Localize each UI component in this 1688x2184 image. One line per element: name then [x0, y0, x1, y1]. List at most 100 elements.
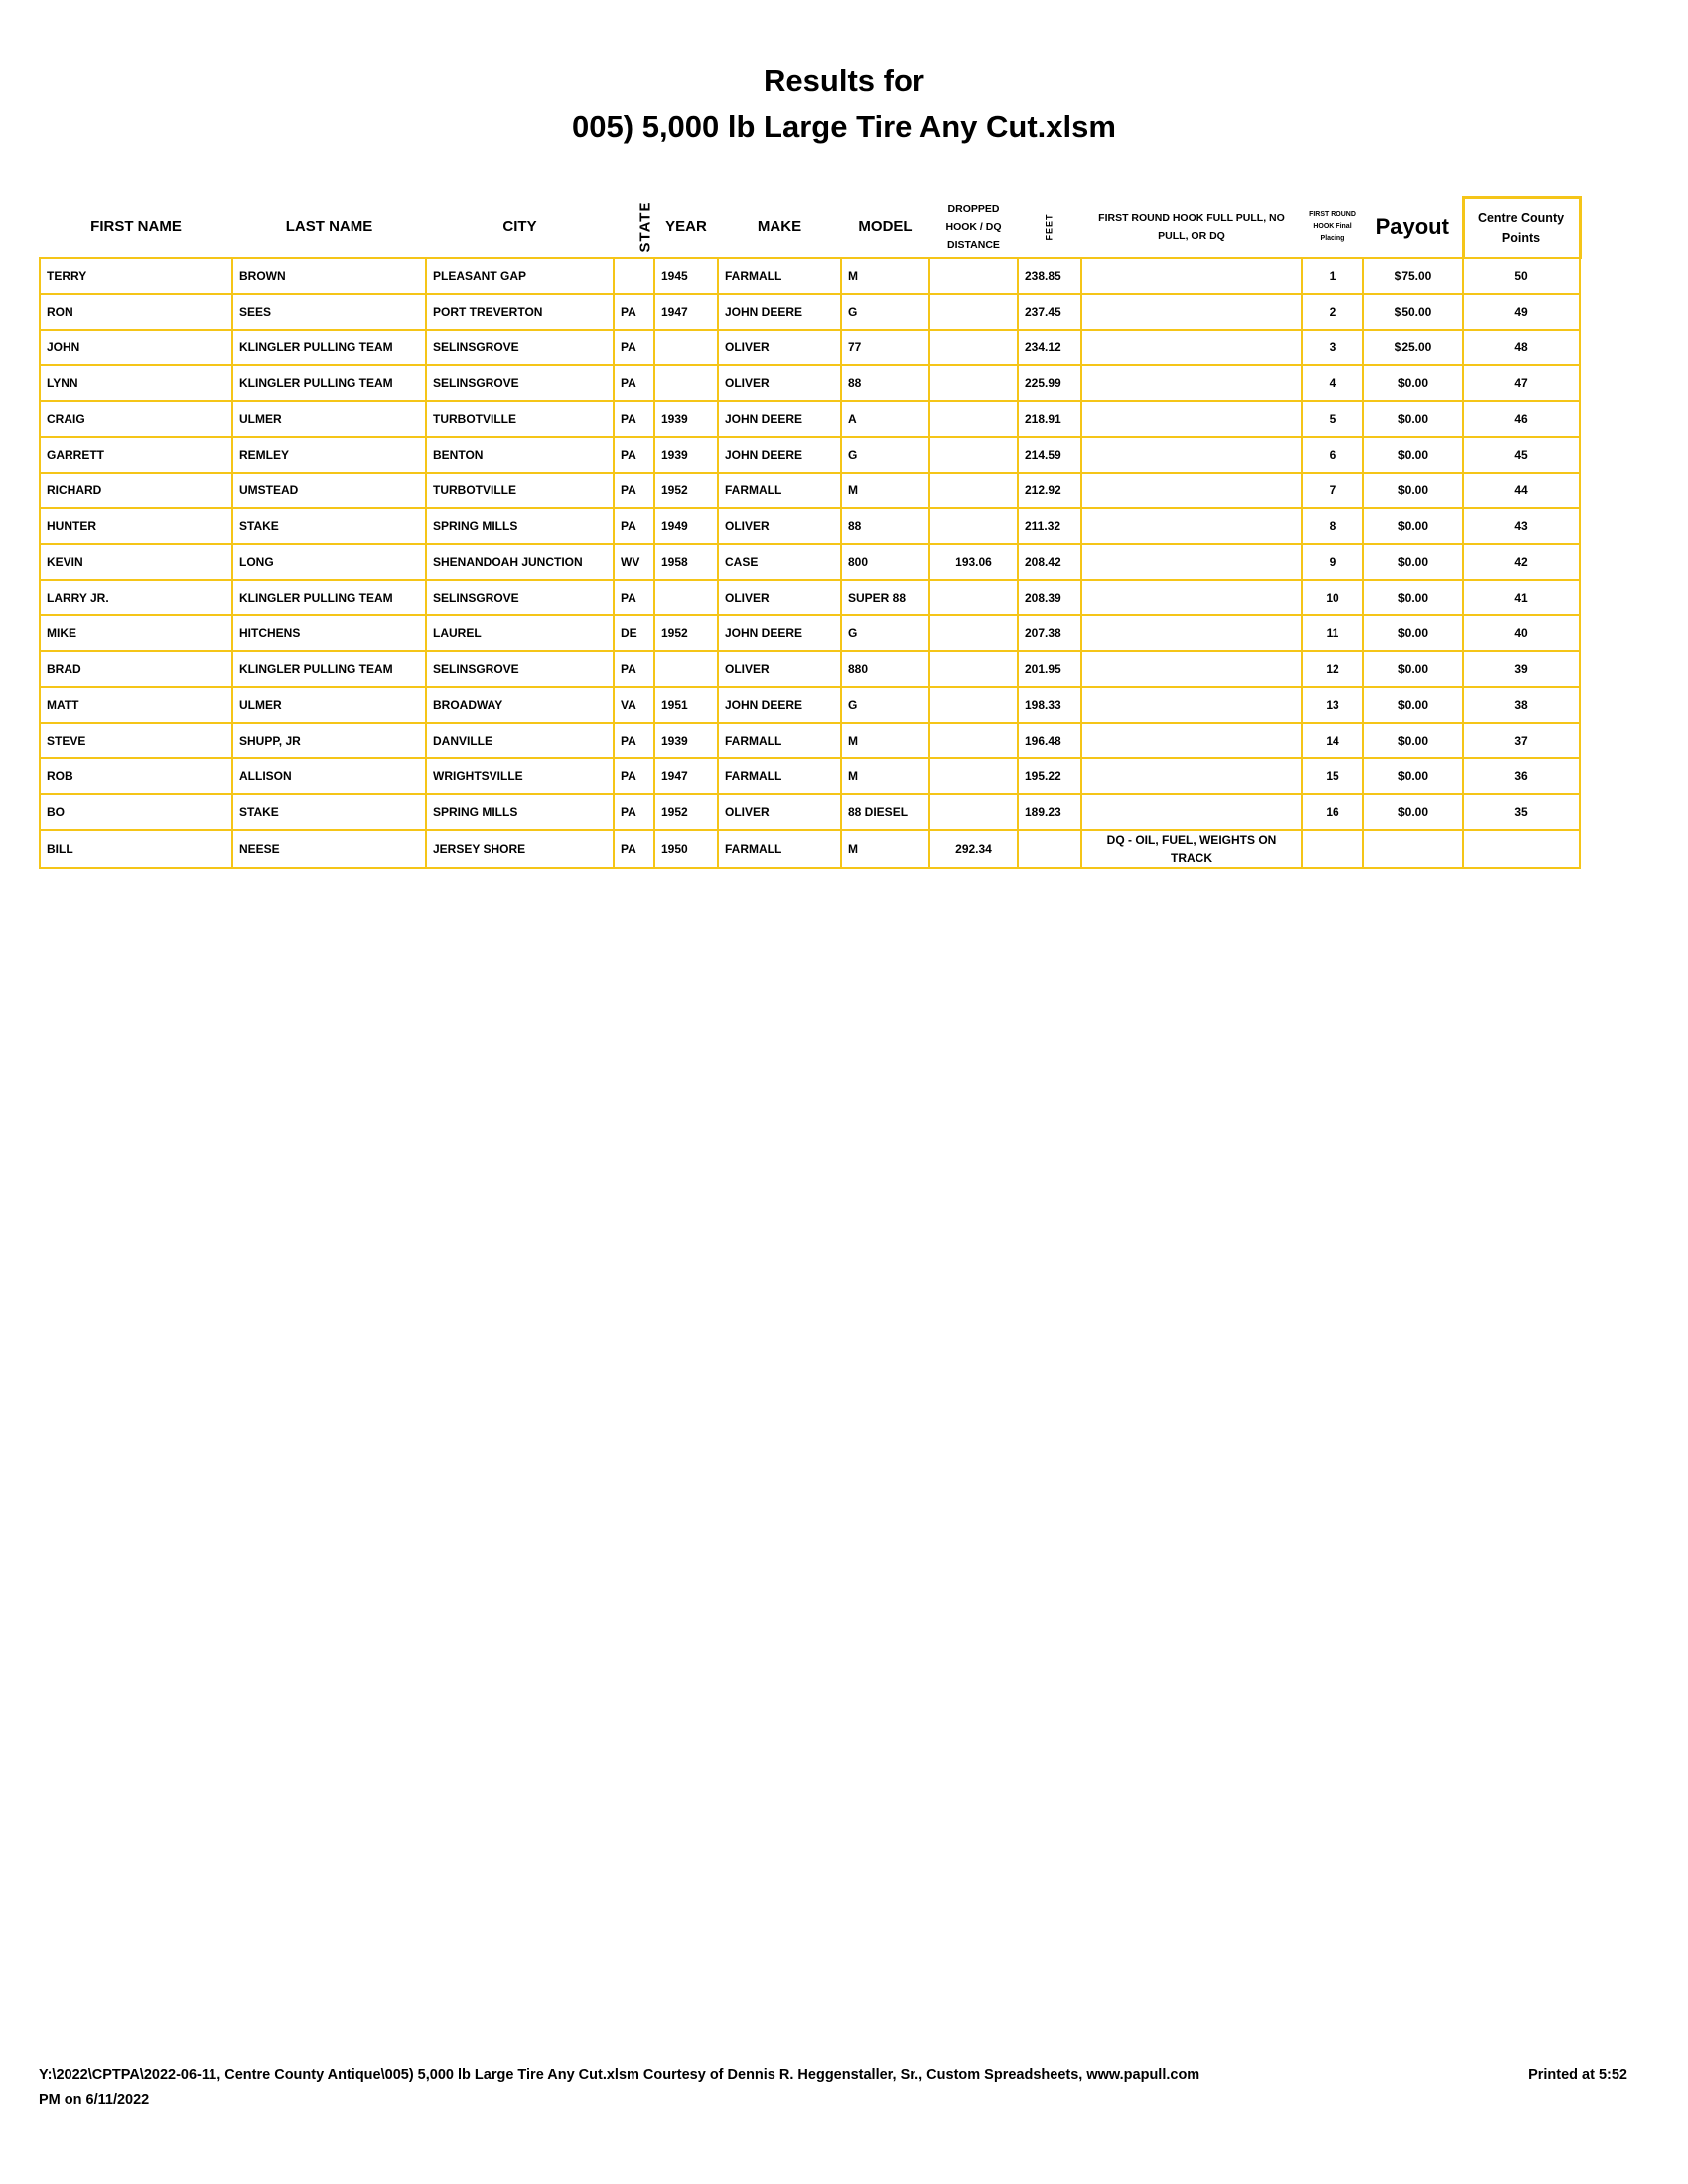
- cell-place: 5: [1301, 400, 1364, 438]
- cell-state: PA: [613, 757, 655, 795]
- cell-year: 1945: [653, 257, 719, 295]
- cell-last: LONG: [231, 543, 427, 581]
- cell-first: STEVE: [39, 722, 233, 759]
- cell-last: ULMER: [231, 400, 427, 438]
- cell-year: 1952: [653, 793, 719, 831]
- header-first-round: FIRST ROUND HOOK FULL PULL, NO PULL, OR …: [1098, 211, 1285, 242]
- cell-payout: $25.00: [1362, 329, 1464, 366]
- cell-points: 50: [1462, 257, 1581, 295]
- cell-points: 45: [1462, 436, 1581, 474]
- cell-last: SHUPP, JR: [231, 722, 427, 759]
- header-points: Centre County Points: [1461, 196, 1582, 258]
- cell-state: PA: [613, 472, 655, 509]
- cell-dropped: [928, 579, 1019, 616]
- cell-feet: 196.48: [1017, 722, 1082, 759]
- cell-city: SELINSGROVE: [425, 579, 615, 616]
- cell-state: [613, 257, 655, 295]
- cell-place: 10: [1301, 579, 1364, 616]
- cell-make: JOHN DEERE: [717, 400, 842, 438]
- table-row: BILL NEESE JERSEY SHORE PA 1950 FARMALL M 292.3…: [39, 829, 1581, 869]
- footer-path: Y:\2022\CPTPA\2022-06-11, Centre County …: [39, 2067, 1200, 2083]
- table-row: MATT ULMER BROADWAY VA 1951 JOHN DEERE G 198.33…: [39, 686, 1581, 724]
- cell-place: 11: [1301, 614, 1364, 652]
- cell-dropped: [928, 257, 1019, 295]
- cell-dropped: [928, 472, 1019, 509]
- header-city: CITY: [502, 218, 537, 236]
- cell-feet: 195.22: [1017, 757, 1082, 795]
- cell-model: M: [840, 472, 930, 509]
- cell-payout: $0.00: [1362, 472, 1464, 509]
- cell-feet: 225.99: [1017, 364, 1082, 402]
- cell-year: 1951: [653, 686, 719, 724]
- cell-points: 44: [1462, 472, 1581, 509]
- title-line-1: Results for: [764, 64, 924, 98]
- header-payout: Payout: [1375, 213, 1449, 239]
- table-row: KEVIN LONG SHENANDOAH JUNCTION WV 1958 CASE 80…: [39, 543, 1581, 581]
- cell-year: 1949: [653, 507, 719, 545]
- cell-first: HUNTER: [39, 507, 233, 545]
- cell-city: SELINSGROVE: [425, 364, 615, 402]
- header-dropped: DROPPED HOOK / DQ DISTANCE: [945, 203, 1002, 251]
- cell-model: G: [840, 293, 930, 331]
- cell-payout: $0.00: [1362, 400, 1464, 438]
- cell-model: M: [840, 757, 930, 795]
- cell-place: 7: [1301, 472, 1364, 509]
- cell-round: [1080, 722, 1303, 759]
- results-table: FIRST NAME LAST NAME CITY STATE YEAR MAK…: [39, 196, 1582, 869]
- cell-state: PA: [613, 436, 655, 474]
- table-row: BO STAKE SPRING MILLS PA 1952 OLIVER 88 DIESEL…: [39, 793, 1581, 831]
- cell-state: PA: [613, 722, 655, 759]
- cell-city: SHENANDOAH JUNCTION: [425, 543, 615, 581]
- cell-state: PA: [613, 293, 655, 331]
- cell-year: [653, 329, 719, 366]
- header-last-name: LAST NAME: [285, 218, 373, 236]
- cell-payout: $0.00: [1362, 722, 1464, 759]
- cell-city: DANVILLE: [425, 722, 615, 759]
- cell-year: 1950: [653, 829, 719, 869]
- cell-payout: $75.00: [1362, 257, 1464, 295]
- cell-city: TURBOTVILLE: [425, 400, 615, 438]
- cell-dropped: [928, 686, 1019, 724]
- cell-year: 1947: [653, 757, 719, 795]
- cell-first: MIKE: [39, 614, 233, 652]
- cell-round: [1080, 436, 1303, 474]
- header-feet: FEET: [1044, 213, 1055, 241]
- cell-state: PA: [613, 793, 655, 831]
- cell-round: [1080, 400, 1303, 438]
- cell-round: [1080, 257, 1303, 295]
- cell-first: CRAIG: [39, 400, 233, 438]
- cell-first: BILL: [39, 829, 233, 869]
- cell-first: LARRY JR.: [39, 579, 233, 616]
- cell-feet: [1017, 829, 1082, 869]
- cell-place: 9: [1301, 543, 1364, 581]
- cell-feet: 238.85: [1017, 257, 1082, 295]
- cell-dropped: [928, 757, 1019, 795]
- cell-make: FARMALL: [717, 722, 842, 759]
- cell-model: M: [840, 257, 930, 295]
- cell-place: 15: [1301, 757, 1364, 795]
- cell-first: BRAD: [39, 650, 233, 688]
- cell-last: ULMER: [231, 686, 427, 724]
- cell-make: OLIVER: [717, 507, 842, 545]
- cell-city: WRIGHTSVILLE: [425, 757, 615, 795]
- cell-feet: 189.23: [1017, 793, 1082, 831]
- cell-dropped: [928, 364, 1019, 402]
- cell-last: NEESE: [231, 829, 427, 869]
- cell-year: 1939: [653, 722, 719, 759]
- cell-state: PA: [613, 364, 655, 402]
- cell-payout: $0.00: [1362, 614, 1464, 652]
- cell-state: PA: [613, 329, 655, 366]
- cell-payout: $50.00: [1362, 293, 1464, 331]
- cell-feet: 214.59: [1017, 436, 1082, 474]
- header-state: STATE: [636, 201, 654, 253]
- cell-make: JOHN DEERE: [717, 614, 842, 652]
- cell-payout: $0.00: [1362, 436, 1464, 474]
- cell-first: GARRETT: [39, 436, 233, 474]
- footer-printed-cont: PM on 6/11/2022: [39, 2092, 150, 2108]
- cell-round: [1080, 757, 1303, 795]
- table-row: RICHARD UMSTEAD TURBOTVILLE PA 1952 FARMALL M 2…: [39, 472, 1581, 509]
- cell-year: 1952: [653, 472, 719, 509]
- cell-payout: $0.00: [1362, 757, 1464, 795]
- header-year: YEAR: [665, 218, 707, 236]
- cell-make: OLIVER: [717, 329, 842, 366]
